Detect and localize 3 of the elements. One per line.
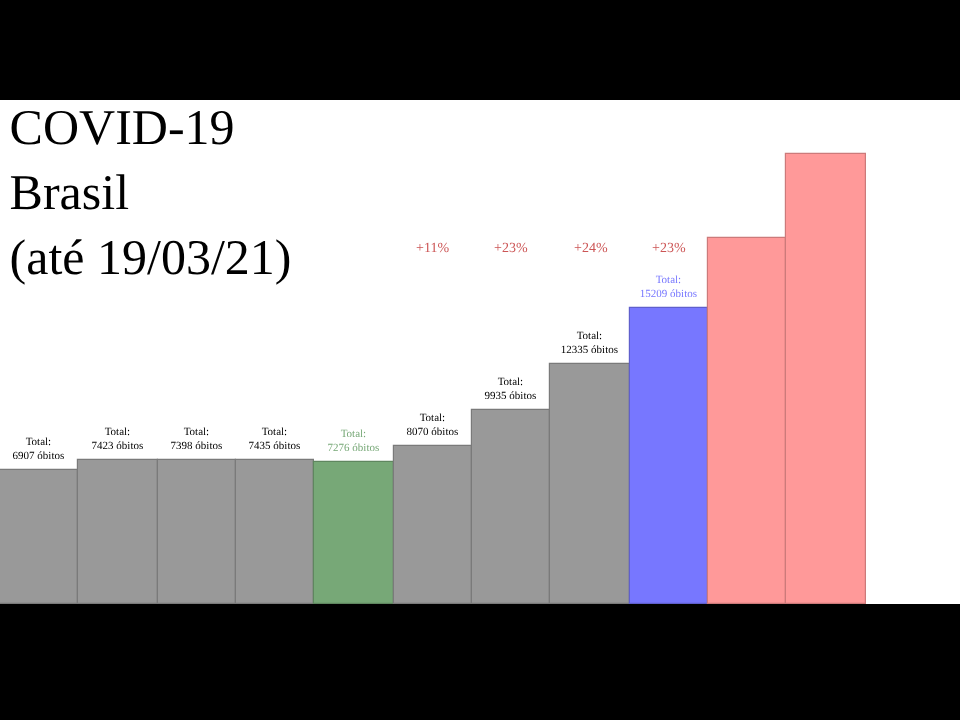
bar [312,460,394,604]
chart-title: COVID-19 Brasil (até 19/03/21) [9,102,292,286]
bar [628,306,708,604]
